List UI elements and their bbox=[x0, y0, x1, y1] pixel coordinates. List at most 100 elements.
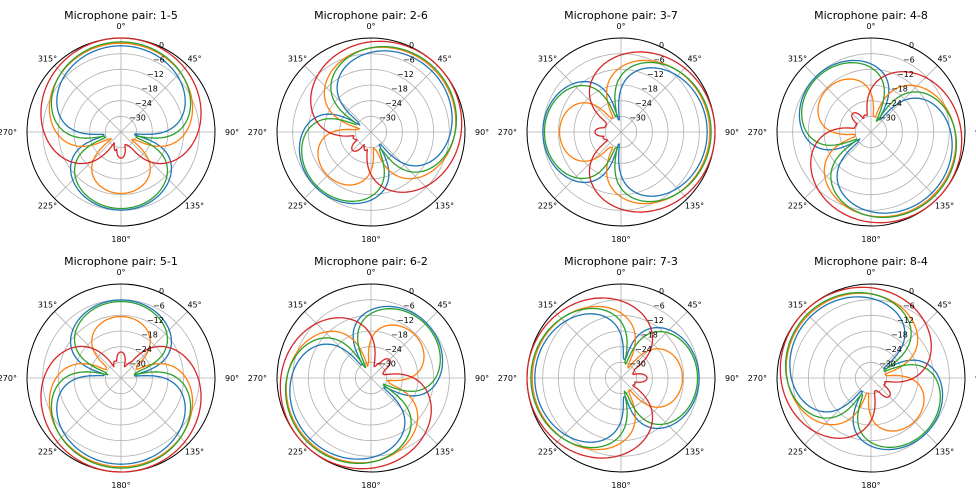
radial-tick-label: −18 bbox=[891, 331, 908, 340]
series-line-2 bbox=[317, 46, 457, 186]
radial-tick-label: −6 bbox=[653, 302, 665, 311]
angle-tick-label: 45° bbox=[437, 54, 451, 63]
radial-tick-label: −24 bbox=[635, 99, 652, 108]
series-line-4 bbox=[279, 317, 432, 470]
series-line-4 bbox=[40, 37, 202, 165]
angle-tick-label: 315° bbox=[288, 54, 307, 63]
angle-tick-label: 225° bbox=[38, 202, 57, 211]
polar-plot-8: Microphone pair: 8-4 0 −6 −12 −18 −24 −30 0° 45°… bbox=[748, 255, 976, 488]
angular-gridline bbox=[870, 65, 938, 133]
plot-title: Microphone pair: 1-5 bbox=[64, 9, 178, 22]
angle-tick-label: 180° bbox=[861, 235, 880, 244]
radial-tick-label: −12 bbox=[147, 70, 164, 79]
series-line-3 bbox=[284, 308, 441, 465]
angle-tick-label: 180° bbox=[611, 235, 630, 244]
angle-tick-label: 270° bbox=[0, 374, 17, 383]
angle-tick-label: 225° bbox=[538, 202, 557, 211]
series-line-4 bbox=[310, 40, 463, 193]
angle-tick-label: 45° bbox=[937, 300, 951, 309]
series-line-1 bbox=[298, 50, 453, 205]
angle-tick-label: 45° bbox=[437, 300, 451, 309]
plot-title: Microphone pair: 3-7 bbox=[564, 9, 678, 22]
polar-plot-1: Microphone pair: 1-5 0 −6 −12 −18 −24 −30 0° 45°… bbox=[0, 9, 239, 244]
angle-tick-label: 45° bbox=[687, 54, 701, 63]
angular-gridline bbox=[54, 377, 122, 445]
radial-tick-label: −24 bbox=[135, 345, 152, 354]
radial-tick-label: −30 bbox=[129, 114, 146, 123]
angle-tick-label: 225° bbox=[38, 448, 57, 457]
radial-tick-label: −18 bbox=[641, 331, 658, 340]
plot-title: Microphone pair: 8-4 bbox=[814, 255, 928, 268]
angle-tick-label: 180° bbox=[361, 481, 380, 488]
radial-tick-label: −24 bbox=[135, 99, 152, 108]
angular-gridline bbox=[54, 65, 122, 133]
angular-gridline bbox=[554, 131, 622, 199]
angle-tick-label: 270° bbox=[0, 128, 17, 137]
polar-plot-5: Microphone pair: 5-1 0 −6 −12 −18 −24 −30 0° 45°… bbox=[0, 255, 239, 488]
radial-tick-label: −18 bbox=[891, 85, 908, 94]
angle-tick-label: 315° bbox=[788, 54, 807, 63]
series-line-2 bbox=[48, 42, 194, 195]
radial-tick-label: −30 bbox=[379, 360, 396, 369]
series-line-4 bbox=[810, 71, 963, 224]
angle-tick-label: 135° bbox=[685, 202, 704, 211]
plot-title: Microphone pair: 4-8 bbox=[814, 9, 928, 22]
angle-tick-label: 135° bbox=[435, 202, 454, 211]
radial-tick-label: −18 bbox=[141, 331, 158, 340]
radial-tick-label: −12 bbox=[897, 316, 914, 325]
angle-tick-label: 225° bbox=[538, 448, 557, 457]
angle-tick-label: 0° bbox=[616, 268, 625, 277]
angle-tick-label: 225° bbox=[788, 202, 807, 211]
series-line-2 bbox=[531, 305, 684, 451]
series-line-1 bbox=[289, 305, 444, 460]
angle-tick-label: 0° bbox=[616, 22, 625, 31]
series-line-1 bbox=[542, 67, 708, 197]
radial-tick-label: −24 bbox=[885, 99, 902, 108]
radial-tick-label: 0 bbox=[409, 41, 414, 50]
series-line-3 bbox=[543, 61, 712, 203]
angular-gridline bbox=[804, 131, 872, 199]
angular-gridline bbox=[870, 131, 938, 199]
angular-gridline bbox=[370, 65, 438, 133]
radial-tick-label: −30 bbox=[379, 114, 396, 123]
angle-tick-label: 270° bbox=[498, 128, 517, 137]
radial-tick-label: 0 bbox=[909, 41, 914, 50]
angular-gridline bbox=[620, 311, 688, 379]
radial-tick-label: 0 bbox=[909, 287, 914, 296]
radial-tick-label: −12 bbox=[397, 316, 414, 325]
series-line-3 bbox=[301, 45, 458, 202]
angular-gridline bbox=[370, 131, 438, 199]
angle-tick-label: 315° bbox=[788, 300, 807, 309]
angle-tick-label: 90° bbox=[725, 128, 739, 137]
angle-tick-label: 315° bbox=[288, 300, 307, 309]
series-line-1 bbox=[56, 45, 186, 211]
angular-gridline bbox=[120, 311, 188, 379]
angular-gridline bbox=[870, 311, 938, 379]
polar-plot-2: Microphone pair: 2-6 0 −6 −12 −18 −24 −30 0° 45°… bbox=[248, 9, 489, 244]
angular-gridline bbox=[370, 377, 438, 445]
angle-tick-label: 45° bbox=[937, 54, 951, 63]
polar-plot-6: Microphone pair: 6-2 0 −6 −12 −18 −24 −30 0° 45°… bbox=[248, 255, 489, 488]
angular-gridline bbox=[120, 65, 188, 133]
angle-tick-label: 270° bbox=[498, 374, 517, 383]
radial-tick-label: −12 bbox=[897, 70, 914, 79]
radial-tick-label: −6 bbox=[153, 56, 165, 65]
radial-tick-label: −24 bbox=[635, 345, 652, 354]
angle-tick-label: 90° bbox=[475, 374, 489, 383]
radial-tick-label: 0 bbox=[159, 287, 164, 296]
angular-gridline bbox=[304, 311, 372, 379]
plot-title: Microphone pair: 7-3 bbox=[564, 255, 678, 268]
angle-tick-label: 45° bbox=[187, 300, 201, 309]
polar-plot-4: Microphone pair: 4-8 0 −6 −12 −18 −24 −30 0° 45°… bbox=[748, 9, 976, 244]
angle-tick-label: 90° bbox=[225, 128, 239, 137]
series-line-2 bbox=[785, 292, 925, 432]
radial-tick-label: 0 bbox=[659, 41, 664, 50]
polar-plot-3: Microphone pair: 3-7 0 −6 −12 −18 −24 −30 0° 45°… bbox=[498, 9, 739, 244]
angle-tick-label: 180° bbox=[361, 235, 380, 244]
radial-tick-label: −24 bbox=[385, 99, 402, 108]
series-line-3 bbox=[530, 307, 699, 449]
angle-tick-label: 270° bbox=[248, 128, 267, 137]
angular-gridline bbox=[54, 311, 122, 379]
angle-tick-label: 0° bbox=[366, 22, 375, 31]
